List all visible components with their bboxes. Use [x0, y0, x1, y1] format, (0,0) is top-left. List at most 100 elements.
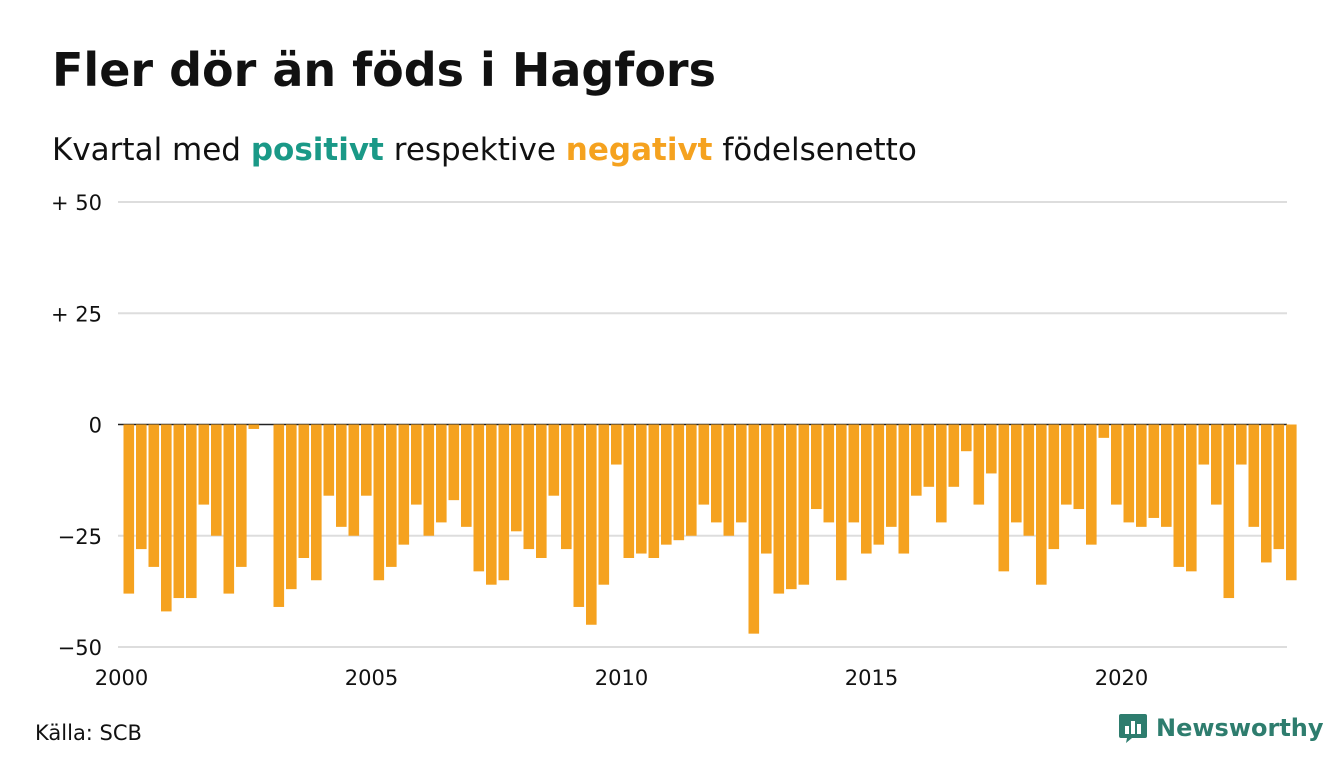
- bar: [648, 424, 660, 558]
- bar: [1023, 424, 1035, 536]
- x-tick-label: 2010: [595, 666, 648, 690]
- chart-title: Fler dör än föds i Hagfors: [52, 43, 716, 97]
- bar: [1186, 424, 1197, 572]
- bar: [386, 424, 397, 567]
- bar: [298, 424, 310, 558]
- bar: [1261, 424, 1272, 563]
- bar: [423, 424, 435, 536]
- bar: [248, 424, 260, 429]
- x-tick-label: 2015: [845, 666, 898, 690]
- bar: [973, 424, 985, 505]
- bar: [1161, 424, 1172, 527]
- bar: [786, 424, 797, 590]
- bar: [673, 424, 685, 541]
- bar: [223, 424, 235, 594]
- bar: [1036, 424, 1047, 585]
- y-tick-label: −50: [58, 636, 102, 660]
- bar: [1236, 424, 1247, 465]
- bar: [623, 424, 635, 558]
- bar: [498, 424, 510, 581]
- bar: [661, 424, 672, 545]
- bar: [161, 424, 172, 612]
- bar: [136, 424, 147, 550]
- bar: [148, 424, 160, 567]
- bar: [361, 424, 372, 496]
- bar: [998, 424, 1010, 572]
- bar: [711, 424, 722, 523]
- bar: [173, 424, 185, 599]
- bar: [1273, 424, 1285, 550]
- y-tick-label: + 25: [51, 302, 102, 326]
- subtitle-positive: positivt: [250, 132, 384, 168]
- bar: [636, 424, 647, 554]
- bar: [573, 424, 585, 607]
- bar: [1136, 424, 1147, 527]
- bar: [236, 424, 247, 567]
- bar: [598, 424, 610, 585]
- bar: [1173, 424, 1185, 567]
- bar: [561, 424, 572, 550]
- subtitle-prefix: Kvartal med: [52, 132, 241, 168]
- bar: [273, 424, 285, 607]
- bar: [823, 424, 835, 523]
- bar: [861, 424, 872, 554]
- bar: [1286, 424, 1297, 581]
- bar: [448, 424, 460, 501]
- bar: [811, 424, 822, 510]
- bar: [898, 424, 910, 554]
- bar: [1073, 424, 1085, 510]
- bar: [523, 424, 535, 550]
- x-axis-labels: 2000 2005 2010 2015 2020: [95, 666, 1148, 690]
- bar: [461, 424, 472, 527]
- x-tick-label: 2000: [95, 666, 148, 690]
- bar: [536, 424, 547, 558]
- bar: [886, 424, 897, 527]
- bar: [936, 424, 947, 523]
- bar: [198, 424, 210, 505]
- bar: [211, 424, 222, 536]
- subtitle-negative: negativt: [565, 132, 713, 168]
- bar: [586, 424, 597, 625]
- bar: [736, 424, 747, 523]
- x-tick-label: 2020: [1095, 666, 1148, 690]
- bar: [836, 424, 847, 581]
- bars: [123, 424, 1297, 634]
- x-tick-label: 2005: [345, 666, 398, 690]
- y-tick-label: + 50: [51, 191, 102, 215]
- brand-logo: Newsworthy: [1118, 712, 1324, 744]
- newsworthy-logo-icon: [1119, 714, 1147, 743]
- bar: [686, 424, 697, 536]
- bar: [286, 424, 297, 590]
- bar: [1098, 424, 1110, 438]
- bar: [698, 424, 710, 505]
- bar: [611, 424, 622, 465]
- subtitle-suffix: födelsenetto: [722, 132, 917, 168]
- bar: [923, 424, 935, 487]
- bar: [961, 424, 972, 452]
- bar: [1086, 424, 1097, 545]
- bar: [848, 424, 860, 523]
- bar: [373, 424, 385, 581]
- brand-name: Newsworthy: [1156, 714, 1324, 742]
- bar: [336, 424, 347, 527]
- bar: [948, 424, 960, 487]
- bar: [748, 424, 760, 634]
- y-tick-label: 0: [89, 414, 102, 438]
- bar: [411, 424, 422, 505]
- bar: [1211, 424, 1222, 505]
- bar: [1198, 424, 1210, 465]
- bar: [798, 424, 810, 585]
- bar: [486, 424, 497, 585]
- bar: [186, 424, 197, 599]
- y-tick-label: −25: [58, 525, 102, 549]
- bar: [1011, 424, 1022, 523]
- chart-subtitle: Kvartal med positivt respektive negativt…: [52, 128, 917, 172]
- bar: [1111, 424, 1122, 505]
- bar: [986, 424, 997, 474]
- bar: [473, 424, 485, 572]
- bar: [1223, 424, 1235, 599]
- bar: [123, 424, 135, 594]
- source-note: Källa: SCB: [35, 721, 142, 745]
- bar: [1048, 424, 1060, 550]
